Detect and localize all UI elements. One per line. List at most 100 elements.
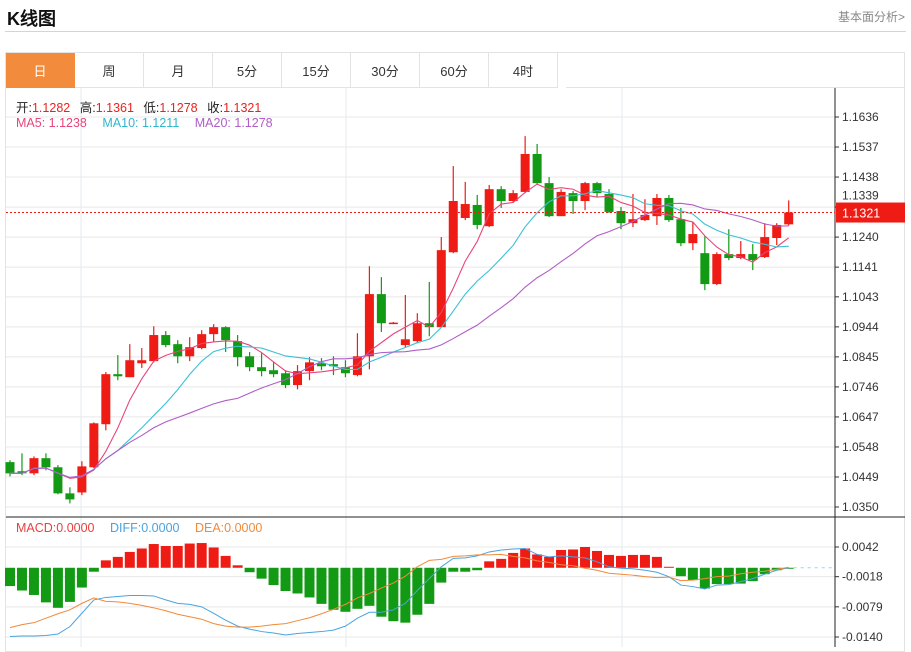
candle-body <box>89 423 99 468</box>
macd-bar <box>268 567 279 586</box>
period-tabs: 日 周 月 5分 15分 30分 60分 4时 <box>6 53 558 88</box>
candle-body <box>520 153 530 192</box>
candle <box>736 241 746 260</box>
candle-body <box>209 327 219 335</box>
macd-bar <box>735 567 746 584</box>
candle-body <box>161 335 171 346</box>
candle-body <box>77 466 87 493</box>
macd-bar <box>448 567 459 572</box>
candle <box>316 358 326 371</box>
macd-bar <box>651 556 662 568</box>
candle <box>412 313 422 344</box>
candle <box>748 244 758 271</box>
candle-body <box>352 356 362 376</box>
macd-tick-label: 0.0042 <box>842 540 879 554</box>
price-tick-label: 1.1240 <box>842 230 879 244</box>
candle-body <box>221 327 231 341</box>
high-value: 1.1361 <box>95 101 134 115</box>
tab-5min[interactable]: 5分 <box>213 53 282 88</box>
tab-month[interactable]: 月 <box>144 53 213 88</box>
macd-legend: MACD:0.0000 DIFF:0.0000 DEA:0.0000 <box>16 521 268 535</box>
macd-bar <box>112 556 123 568</box>
candle-body <box>724 254 734 259</box>
macd-bar <box>556 549 567 568</box>
candle-body <box>125 360 135 378</box>
candle-body <box>424 323 434 328</box>
candle <box>77 461 87 496</box>
candle <box>592 181 602 198</box>
macd-tick-label: -0.0140 <box>842 630 883 644</box>
candle-body <box>460 204 470 218</box>
candle-body <box>185 347 195 357</box>
candle-body <box>388 322 398 325</box>
macd-bar <box>280 567 291 592</box>
macd-bar <box>352 567 363 609</box>
macd-bar <box>424 567 435 604</box>
ma20-value: MA20: 1.1278 <box>194 116 273 130</box>
fundamental-analysis-link[interactable]: 基本面分析> <box>837 10 905 24</box>
low-value: 1.1278 <box>159 101 198 115</box>
candle <box>17 453 27 476</box>
current-price-label: 1.1321 <box>842 207 880 221</box>
macd-bar <box>16 567 27 591</box>
tab-15min[interactable]: 15分 <box>282 53 351 88</box>
tab-week[interactable]: 周 <box>75 53 144 88</box>
tab-60min[interactable]: 60分 <box>420 53 489 88</box>
candle <box>772 223 782 245</box>
candle <box>460 181 470 221</box>
macd-bar <box>388 567 399 622</box>
candle-body <box>700 253 710 285</box>
candle-body <box>53 467 63 494</box>
macd-bar <box>436 567 447 583</box>
candle-body <box>748 254 758 261</box>
dea-line <box>9 553 789 629</box>
price-tick-label: 1.1339 <box>842 189 879 203</box>
ma-legend: MA5: 1.1238 MA10: 1.1211 MA20: 1.1278 <box>16 116 279 130</box>
candle <box>484 184 494 228</box>
candle <box>688 222 698 251</box>
candle <box>161 331 171 348</box>
macd-value: MACD:0.0000 <box>16 521 95 535</box>
macd-bar <box>376 567 387 617</box>
macd-tick-label: -0.0018 <box>842 570 883 584</box>
candle-body <box>41 458 51 468</box>
candle <box>137 348 147 369</box>
ma5-line <box>10 183 790 479</box>
macd-bar <box>232 565 243 568</box>
macd-bar <box>592 550 603 568</box>
macd-bar <box>675 567 686 577</box>
price-tick-label: 1.0350 <box>842 500 879 514</box>
macd-bar <box>5 567 15 587</box>
candle-body <box>580 183 590 202</box>
candle-body <box>652 197 662 217</box>
macd-bar <box>615 555 626 568</box>
price-tick-label: 1.1141 <box>842 260 878 274</box>
candle <box>676 207 686 247</box>
candle-body <box>293 371 303 386</box>
candle-body <box>532 153 542 184</box>
candle <box>700 236 710 291</box>
macd-bar <box>196 543 207 568</box>
candle-body <box>772 224 782 239</box>
macd-bar <box>76 567 87 588</box>
candle <box>29 456 39 476</box>
candle-body <box>29 458 39 474</box>
candle <box>532 143 542 185</box>
tab-day[interactable]: 日 <box>6 53 75 88</box>
macd-bar <box>40 567 51 603</box>
tab-4hour[interactable]: 4时 <box>489 53 558 88</box>
ohlc-legend: 开:1.1282 高:1.1361 低:1.1278 收:1.1321 <box>16 97 267 116</box>
page-title: K线图 <box>7 9 56 29</box>
price-tick-label: 1.0944 <box>842 320 879 334</box>
ma20-line <box>10 202 789 479</box>
candle <box>508 190 518 202</box>
ma10-line <box>10 190 789 479</box>
price-tick-label: 1.0548 <box>842 440 879 454</box>
candle <box>293 365 303 390</box>
tab-30min[interactable]: 30分 <box>351 53 420 88</box>
macd-bar <box>472 567 483 571</box>
candle <box>101 372 111 431</box>
candle <box>89 422 99 469</box>
candle-body <box>65 493 75 500</box>
